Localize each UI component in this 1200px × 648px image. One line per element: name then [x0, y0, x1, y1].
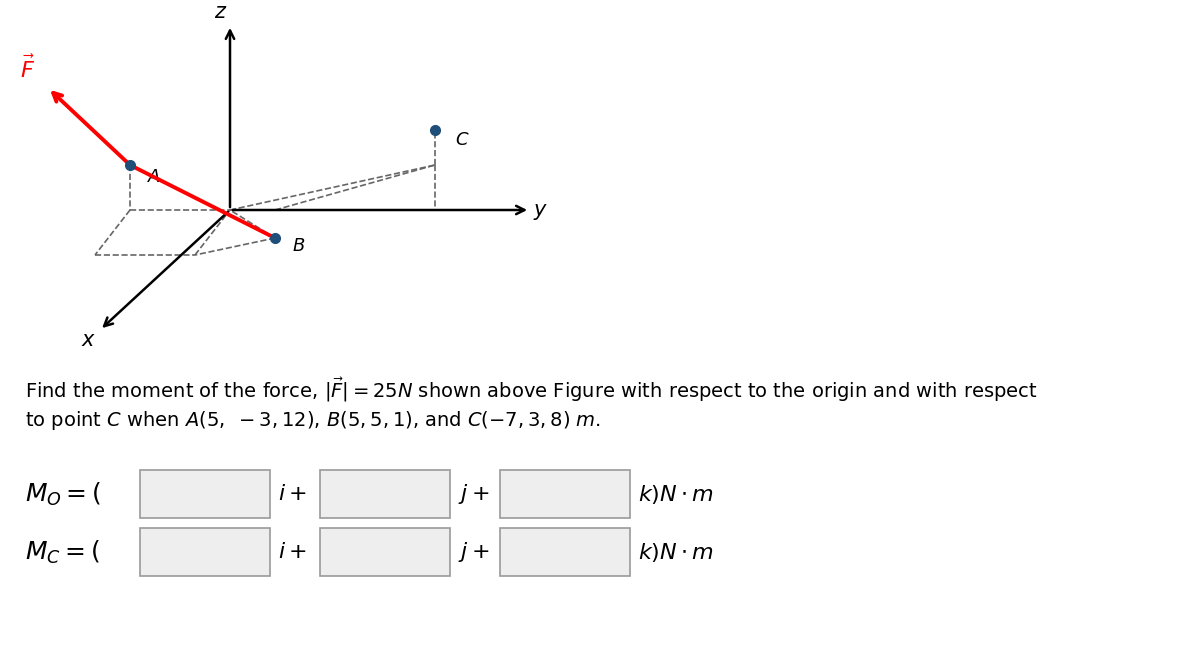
Text: to point $C$ when $A(5,\ -3, 12)$, $B(5, 5, 1)$, and $C(-7, 3, 8)$ $m$.: to point $C$ when $A(5,\ -3, 12)$, $B(5,…	[25, 408, 601, 432]
Text: $i +$: $i +$	[278, 484, 307, 504]
Text: $k)N \cdot m$: $k)N \cdot m$	[638, 483, 714, 505]
Bar	[500, 470, 630, 518]
Text: y: y	[534, 200, 546, 220]
Text: $i +$: $i +$	[278, 542, 307, 562]
Text: $k)N \cdot m$: $k)N \cdot m$	[638, 540, 714, 564]
Bar	[500, 528, 630, 576]
Bar	[140, 470, 270, 518]
Text: x: x	[82, 330, 94, 350]
Text: B: B	[293, 237, 305, 255]
Text: Find the moment of the force, $|\vec{F}| = 25N$ shown above Figure with respect : Find the moment of the force, $|\vec{F}|…	[25, 376, 1038, 404]
Text: $j +$: $j +$	[458, 482, 490, 506]
Bar	[140, 528, 270, 576]
Text: $\vec{F}$: $\vec{F}$	[20, 54, 36, 82]
Text: C: C	[455, 131, 468, 149]
Text: $M_O = ($: $M_O = ($	[25, 480, 102, 507]
Bar	[320, 470, 450, 518]
Text: $j +$: $j +$	[458, 540, 490, 564]
Text: z: z	[215, 2, 226, 22]
Text: A: A	[148, 168, 161, 186]
Bar	[320, 528, 450, 576]
Text: $M_C = ($: $M_C = ($	[25, 538, 100, 566]
